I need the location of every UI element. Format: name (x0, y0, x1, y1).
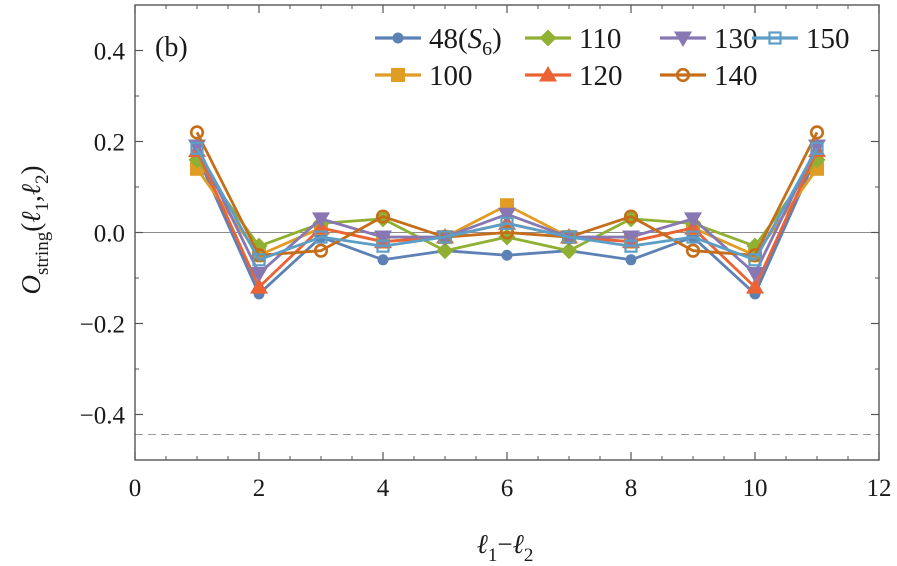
data-point (500, 216, 514, 230)
data-point (375, 209, 391, 224)
legend-label: 130 (714, 23, 758, 55)
axis-ticks: 0 2 4 6 8 10 12 −0.4 −0.2 0.0 0.2 0.4 (80, 4, 892, 502)
data-point (622, 230, 640, 247)
data-point (252, 253, 266, 267)
data-point (374, 230, 392, 247)
data-point (377, 254, 389, 266)
series-150 (190, 141, 824, 267)
data-point (250, 278, 268, 294)
data-point (313, 243, 329, 258)
x-tick-label: 4 (377, 475, 390, 502)
legend-item: 110 (525, 23, 621, 55)
data-point (250, 266, 268, 283)
x-tick-label: 8 (625, 475, 638, 502)
legend-label: 110 (579, 23, 621, 55)
series-130 (188, 139, 826, 283)
data-point (810, 141, 824, 155)
data-point (746, 278, 764, 294)
data-point (498, 207, 516, 224)
legend-label: 48(S6) (429, 23, 502, 60)
data-point (685, 243, 701, 258)
data-point (438, 230, 452, 244)
y-tick-label: 0.4 (94, 39, 126, 66)
data-point (562, 230, 576, 244)
data-point (312, 212, 330, 228)
x-axis-title: ℓ1−ℓ2 (477, 529, 534, 566)
x-tick-label: 2 (253, 475, 266, 502)
svg-text:Ostring(ℓ1,ℓ2): Ostring(ℓ1,ℓ2) (16, 165, 53, 294)
series-group (188, 125, 826, 300)
legend-item: 150 (752, 23, 850, 55)
svg-text:ℓ1−ℓ2: ℓ1−ℓ2 (477, 529, 534, 566)
x-tick-label: 0 (129, 475, 142, 502)
data-point (189, 125, 205, 140)
y-tick-label: 0.2 (94, 130, 125, 157)
legend-item: 120 (525, 60, 623, 92)
y-tick-label: −0.4 (80, 403, 126, 430)
data-point (314, 230, 328, 244)
data-point (623, 209, 639, 224)
x-tick-label: 6 (501, 475, 514, 502)
legend-marker (539, 29, 557, 47)
data-point (748, 253, 762, 267)
legend-label: 140 (714, 60, 758, 92)
data-point (190, 141, 204, 155)
data-point (436, 242, 454, 260)
data-point (624, 239, 638, 253)
legend-marker (391, 68, 405, 82)
legend-marker (675, 67, 691, 83)
legend-item: 140 (660, 60, 758, 92)
y-axis-title: Ostring(ℓ1,ℓ2) (16, 165, 53, 294)
y-tick-label: 0.0 (94, 221, 125, 248)
legend-item: 130 (660, 23, 758, 55)
legend-label: 100 (429, 60, 473, 92)
legend-marker (539, 66, 557, 82)
data-point (499, 225, 515, 240)
legend-label: 150 (806, 23, 850, 55)
series-line (195, 131, 819, 257)
legend: 48(S6)100 110 120 130 140 150 (375, 23, 850, 92)
data-point (809, 125, 825, 140)
legend-item: 48(S6) (375, 23, 502, 60)
y-tick-label: −0.2 (80, 312, 125, 339)
data-point (560, 242, 578, 260)
data-point (684, 212, 702, 228)
data-point (686, 230, 700, 244)
data-point (376, 239, 390, 253)
x-tick-label: 12 (867, 475, 892, 502)
data-point (501, 249, 513, 261)
data-point (746, 266, 764, 283)
x-tick-label: 10 (743, 475, 768, 502)
legend-marker (392, 32, 404, 44)
panel-label: (b) (155, 32, 188, 63)
legend-item: 100 (375, 60, 473, 92)
legend-label: 120 (579, 60, 623, 92)
legend-marker (674, 31, 692, 47)
legend-marker (768, 31, 782, 45)
series-line (195, 147, 819, 262)
data-point (625, 254, 637, 266)
